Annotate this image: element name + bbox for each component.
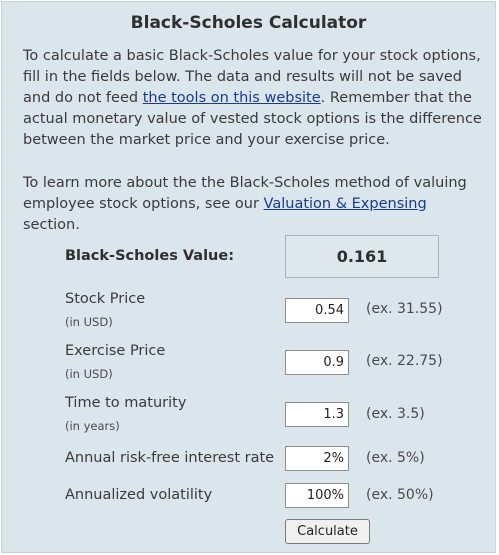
interest-rate-label: Annual risk-free interest rate	[65, 450, 275, 466]
learn-more-text-start: To learn more about the the Black-Schole…	[23, 175, 467, 212]
time-to-maturity-input[interactable]	[285, 402, 349, 427]
result-value: 0.161	[336, 247, 388, 266]
stock-price-input[interactable]	[285, 298, 349, 323]
valuation-expensing-link[interactable]: Valuation & Expensing	[263, 196, 427, 212]
learn-more-paragraph: To learn more about the the Black-Schole…	[23, 173, 488, 236]
page-title: Black-Scholes Calculator	[130, 13, 367, 33]
exercise-price-example: (ex. 22.75)	[366, 353, 443, 369]
stock-price-unit: (in USD)	[65, 315, 113, 329]
result-value-box: 0.161	[285, 235, 439, 278]
time-to-maturity-unit: (in years)	[65, 419, 120, 433]
interest-rate-example: (ex. 5%)	[366, 450, 425, 466]
result-label: Black-Scholes Value:	[65, 248, 235, 264]
time-to-maturity-label: Time to maturity	[65, 395, 187, 411]
intro-text-start: To calculate a basic Black-Scholes value…	[23, 48, 481, 106]
volatility-example: (ex. 50%)	[366, 487, 434, 503]
volatility-input[interactable]	[285, 483, 349, 508]
calculate-button[interactable]: Calculate	[285, 519, 370, 544]
stock-price-label: Stock Price	[65, 291, 146, 307]
volatility-label: Annualized volatility	[65, 487, 213, 503]
stock-price-example: (ex. 31.55)	[366, 301, 443, 317]
learn-more-text-end: section.	[23, 217, 80, 233]
exercise-price-label: Exercise Price	[65, 343, 166, 359]
intro-text-end: . Remember that the actual monetary valu…	[23, 90, 482, 148]
exercise-price-unit: (in USD)	[65, 367, 113, 381]
exercise-price-input[interactable]	[285, 350, 349, 375]
intro-paragraph: To calculate a basic Black-Scholes value…	[23, 46, 488, 151]
time-to-maturity-example: (ex. 3.5)	[366, 406, 425, 422]
interest-rate-input[interactable]	[285, 446, 349, 471]
tools-link[interactable]: the tools on this website	[142, 90, 321, 106]
